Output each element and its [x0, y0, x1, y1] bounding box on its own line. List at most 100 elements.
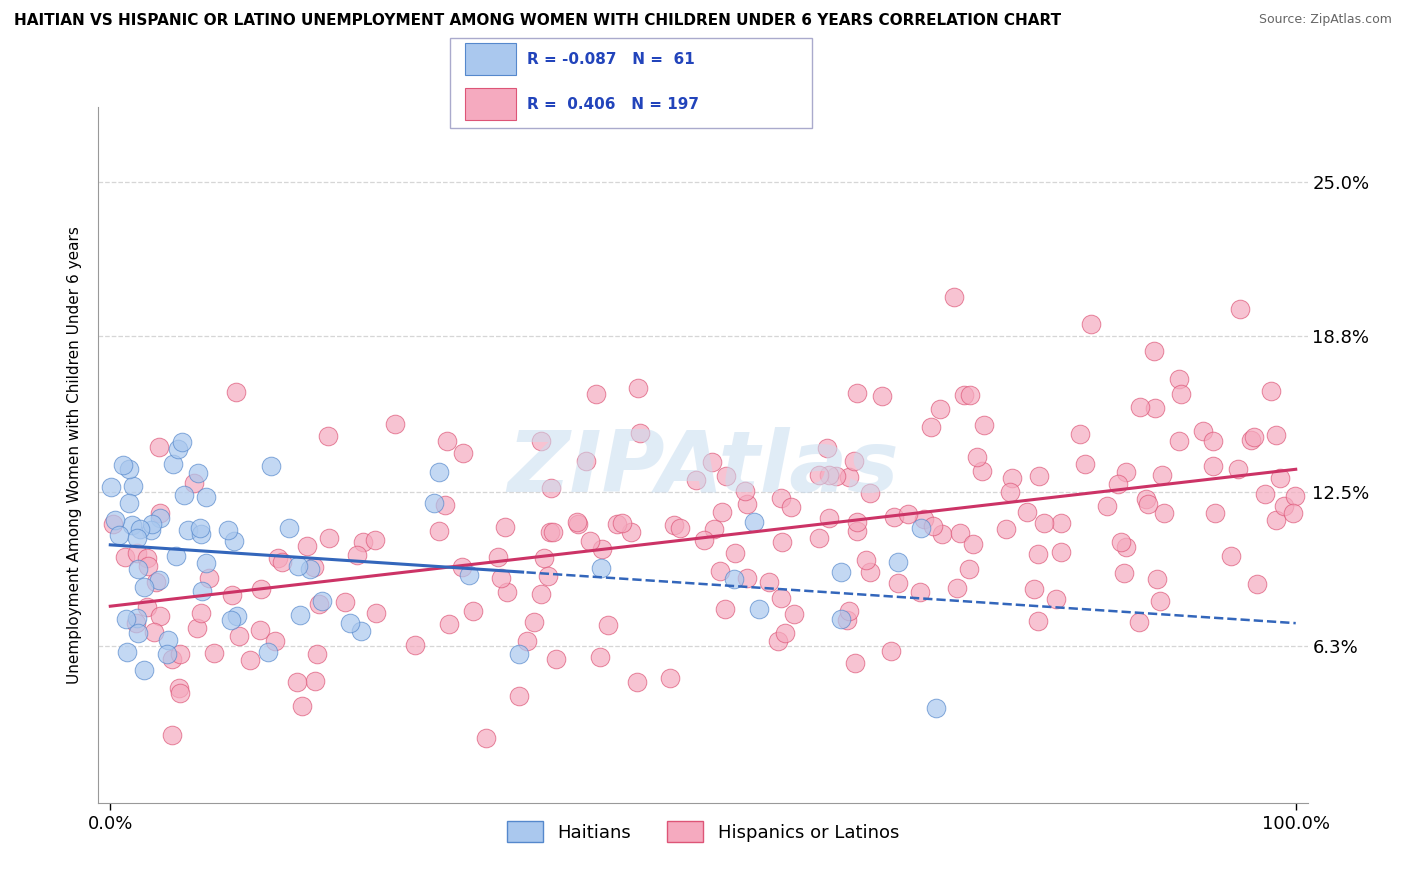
Point [1143, 401, 1166, 415]
Point [267, 550, 290, 565]
Point [291, 698, 314, 713]
Point [538, 525, 561, 540]
Point [1282, 506, 1305, 520]
Point [384, 417, 406, 431]
Point [742, 516, 765, 530]
Point [350, 624, 373, 638]
Point [1220, 549, 1243, 563]
Point [226, 609, 249, 624]
Point [1202, 459, 1225, 474]
Text: Source: ZipAtlas.com: Source: ZipAtlas.com [1258, 13, 1392, 27]
Point [931, 526, 953, 541]
Point [259, 458, 281, 473]
Point [496, 585, 519, 599]
Point [589, 650, 612, 665]
Point [887, 555, 910, 569]
Point [530, 434, 553, 448]
Point [516, 634, 538, 648]
Point [1028, 468, 1050, 483]
Point [127, 531, 149, 545]
Point [953, 388, 976, 402]
Point [195, 490, 218, 504]
Point [1080, 317, 1102, 331]
Point [770, 535, 793, 549]
Point [491, 571, 513, 585]
Point [1050, 545, 1073, 559]
Point [887, 576, 910, 591]
Point [1045, 592, 1067, 607]
Point [817, 511, 839, 525]
Point [1135, 491, 1157, 506]
Point [115, 645, 138, 659]
Point [591, 561, 613, 575]
Text: ZIPAtlas: ZIPAtlas [508, 427, 898, 510]
Point [271, 555, 294, 569]
Point [352, 535, 374, 549]
Point [173, 488, 195, 502]
Point [734, 484, 756, 499]
Point [191, 584, 214, 599]
Point [1049, 516, 1071, 531]
Point [1115, 465, 1137, 479]
Point [825, 469, 848, 483]
Point [1107, 477, 1129, 491]
Point [1128, 615, 1150, 629]
Point [1240, 433, 1263, 447]
Point [537, 569, 560, 583]
Point [136, 600, 159, 615]
Point [959, 562, 981, 576]
Point [148, 573, 170, 587]
Point [1026, 614, 1049, 628]
Point [773, 625, 796, 640]
Point [685, 473, 707, 487]
Point [897, 508, 920, 522]
Point [1095, 500, 1118, 514]
Point [1167, 372, 1189, 386]
Point [1109, 534, 1132, 549]
Point [118, 462, 141, 476]
Point [118, 496, 141, 510]
Point [142, 624, 165, 639]
Point [735, 571, 758, 585]
Point [186, 621, 208, 635]
Point [846, 515, 869, 529]
Point [129, 522, 152, 536]
Point [141, 516, 163, 531]
Point [278, 521, 301, 535]
Point [149, 510, 172, 524]
Point [818, 467, 841, 482]
Point [530, 587, 553, 601]
Point [190, 527, 212, 541]
Point [508, 647, 530, 661]
Point [160, 652, 183, 666]
Point [1115, 540, 1137, 554]
Point [1265, 513, 1288, 527]
Point [959, 388, 981, 402]
Point [148, 440, 170, 454]
Point [1265, 428, 1288, 442]
Point [620, 524, 643, 539]
Point [1246, 577, 1268, 591]
Point [239, 653, 262, 667]
Point [628, 425, 651, 440]
Point [183, 475, 205, 490]
Text: HAITIAN VS HISPANIC OR LATINO UNEMPLOYMENT AMONG WOMEN WITH CHILDREN UNDER 6 YEA: HAITIAN VS HISPANIC OR LATINO UNEMPLOYME… [14, 13, 1062, 29]
Point [114, 612, 136, 626]
Point [815, 441, 838, 455]
Point [486, 550, 509, 565]
Point [222, 533, 245, 548]
Point [844, 454, 866, 468]
Point [970, 464, 993, 478]
Point [121, 478, 143, 492]
Point [111, 458, 134, 473]
Point [870, 389, 893, 403]
Point [225, 385, 247, 400]
Point [859, 486, 882, 500]
Point [910, 521, 932, 535]
Point [346, 548, 368, 562]
Y-axis label: Unemployment Among Women with Children Under 6 years: Unemployment Among Women with Children U… [67, 226, 83, 684]
Point [188, 521, 211, 535]
Point [769, 591, 792, 605]
Point [880, 644, 903, 658]
Point [859, 566, 882, 580]
